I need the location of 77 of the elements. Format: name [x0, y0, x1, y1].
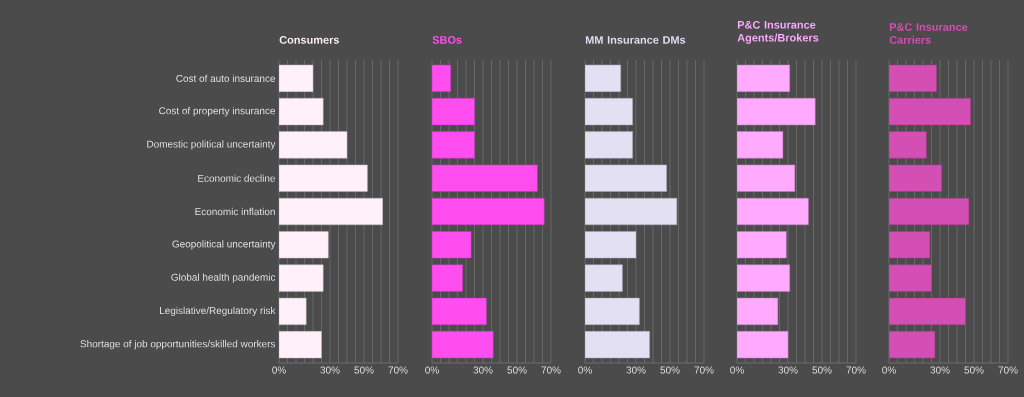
bar — [737, 64, 790, 92]
x-tick-label: 70% — [846, 366, 866, 374]
bar — [889, 64, 937, 92]
bar — [585, 164, 667, 192]
bar — [889, 231, 931, 259]
bar — [889, 264, 932, 292]
bar — [279, 231, 329, 259]
x-tick-label: 50% — [507, 366, 527, 374]
bar — [889, 131, 927, 159]
x-tick-label: 0% — [578, 366, 592, 374]
x-tick-label: 70% — [388, 366, 408, 374]
chart-title: MM Insurance DMs — [585, 36, 686, 44]
x-tick-label: 30% — [626, 366, 646, 374]
chart-title: P&C Insurance Carriers — [889, 23, 968, 44]
bar — [279, 297, 307, 325]
y-tick-label: Cost of property insurance — [159, 106, 276, 117]
x-tick-label: 50% — [964, 366, 984, 374]
y-tick-label: Cost of auto insurance — [176, 74, 276, 82]
bar — [432, 231, 472, 259]
bar — [279, 164, 368, 192]
bar — [279, 131, 348, 159]
bar — [585, 197, 678, 226]
bar — [737, 331, 789, 359]
bar — [585, 231, 637, 259]
bar — [889, 197, 970, 226]
x-tick-label: 30% — [778, 366, 798, 374]
bar — [279, 264, 324, 292]
bar — [737, 164, 796, 192]
bar — [737, 131, 784, 159]
bar — [279, 331, 322, 359]
y-tick-label: Legislative/Regulatory risk — [160, 306, 276, 317]
x-tick-label: 70% — [694, 366, 714, 374]
y-tick-label: Economic decline — [198, 174, 276, 182]
bar — [432, 264, 463, 292]
bar — [585, 297, 640, 325]
chart-title: SBOs — [432, 36, 462, 44]
bar — [432, 98, 475, 126]
chart-title: Consumers — [279, 36, 340, 44]
bar — [585, 264, 623, 292]
bar — [889, 164, 942, 192]
chart-title: P&C Insurance Agents/Brokers — [737, 20, 819, 44]
bar — [737, 264, 790, 292]
bar — [585, 331, 650, 359]
y-tick-label: Economic inflation — [195, 207, 275, 216]
bar — [432, 164, 538, 192]
x-tick-label: 50% — [660, 366, 680, 374]
x-tick-label: 50% — [812, 366, 832, 374]
x-tick-label: 0% — [882, 366, 896, 374]
x-tick-label: 30% — [930, 366, 950, 374]
x-tick-label: 30% — [320, 366, 340, 374]
bar — [585, 131, 633, 159]
y-tick-label: Shortage of job opportunities/skilled workers — [80, 340, 276, 350]
bar — [889, 297, 966, 325]
bar — [279, 98, 324, 126]
bar — [737, 297, 779, 325]
bar — [889, 98, 971, 126]
bar — [737, 98, 816, 126]
bar — [279, 197, 383, 226]
bar — [432, 64, 451, 92]
bar — [737, 231, 787, 259]
bar — [432, 297, 487, 325]
x-tick-label: 0% — [730, 366, 744, 374]
x-tick-label: 70% — [998, 366, 1018, 374]
x-tick-label: 70% — [541, 366, 561, 374]
bar — [889, 331, 936, 359]
x-tick-label: 0% — [425, 366, 439, 374]
x-tick-label: 0% — [272, 366, 286, 374]
y-tick-label: Domestic political uncertainty — [147, 140, 276, 150]
bar — [432, 331, 494, 359]
bar — [585, 98, 633, 126]
y-tick-label: Global health pandemic — [171, 273, 276, 283]
x-tick-label: 30% — [473, 366, 493, 374]
bar — [432, 197, 545, 226]
bar — [737, 197, 809, 226]
y-tick-label: Geopolitical uncertainty — [172, 240, 276, 250]
x-tick-label: 50% — [354, 366, 374, 374]
bar — [432, 131, 475, 159]
